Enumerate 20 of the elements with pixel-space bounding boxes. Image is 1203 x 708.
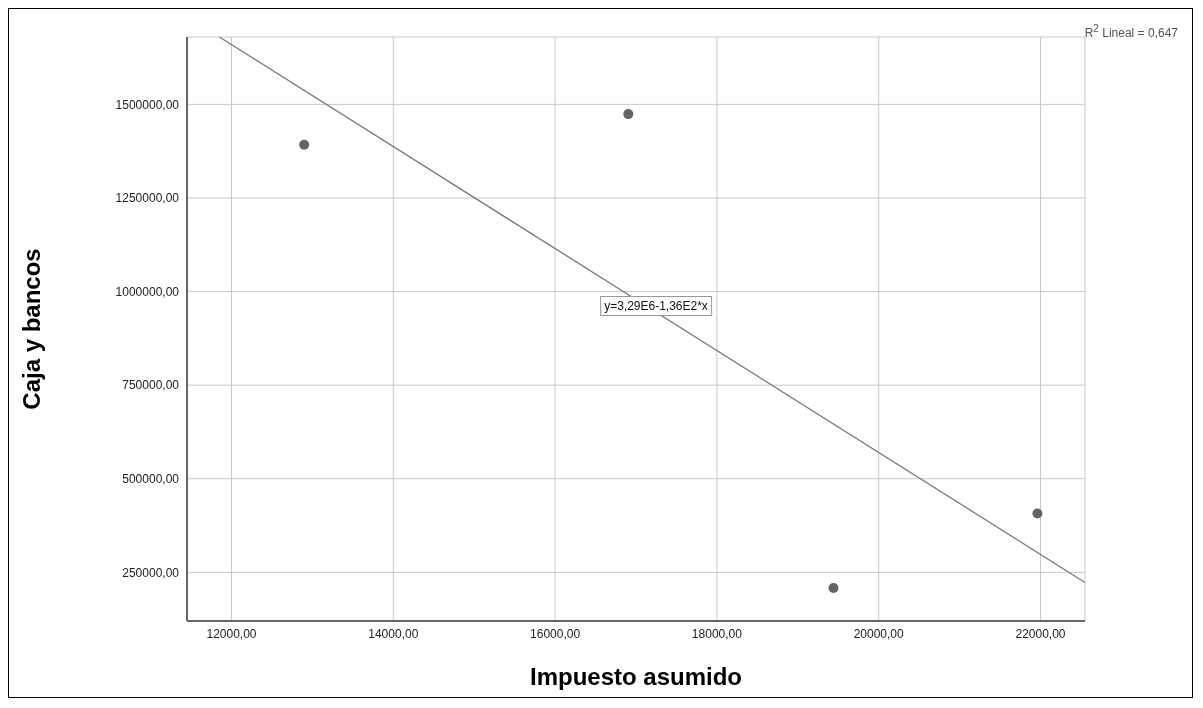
x-tick-label: 14000,00: [368, 626, 419, 641]
x-tick-label: 18000,00: [691, 626, 743, 641]
x-tick-label: 16000,00: [530, 626, 581, 641]
y-tick-label: 500000,00: [122, 472, 180, 486]
x-tick-label: 12000,00: [206, 626, 257, 641]
point: [623, 109, 634, 120]
y-axis-title: Caja y bancos: [17, 248, 45, 410]
point: [299, 139, 310, 150]
annotation: y=3,29E6-1,36E2*x: [600, 296, 712, 316]
point: [828, 583, 839, 594]
y-tick-label: 1000000,00: [115, 284, 180, 299]
y-tick-label: 1500000,00: [115, 97, 180, 112]
point: [1032, 508, 1043, 519]
y-tick-label: 750000,00: [122, 378, 180, 393]
annotation: R$^{2}$ Lineal = 0,647: [1084, 23, 1178, 40]
x-tick-label: 20000,00: [853, 626, 905, 641]
y-tick-label: 250000,00: [122, 565, 180, 580]
x-axis-title: Impuesto asumido: [529, 663, 743, 690]
y-tick-label: 1250000,00: [115, 191, 180, 206]
x-tick-label: 22000,00: [1015, 626, 1066, 641]
